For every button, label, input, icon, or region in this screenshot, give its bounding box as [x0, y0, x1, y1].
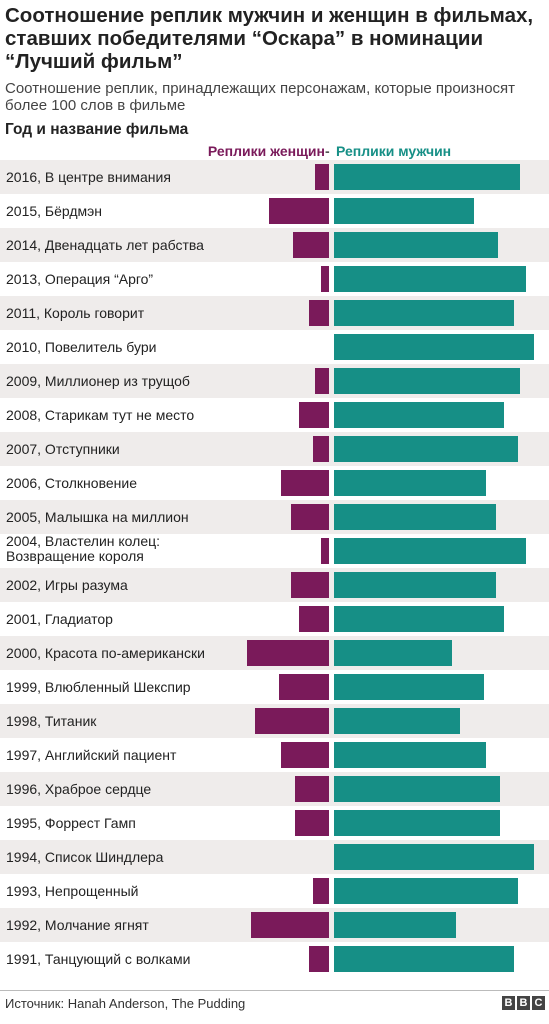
- bar-men: [334, 232, 498, 258]
- category-label: 1997, Английский пациент: [6, 747, 177, 763]
- category-label: 2009, Миллионер из трущоб: [6, 373, 190, 389]
- row-header: Год и название фильма: [5, 121, 189, 138]
- bar-women: [251, 912, 329, 938]
- bar-women: [293, 232, 329, 258]
- bar-men: [334, 334, 534, 360]
- category-label: 1995, Форрест Гамп: [6, 815, 136, 831]
- category-label: 2007, Отступники: [6, 441, 120, 457]
- category-label: 2010, Повелитель бури: [6, 339, 156, 355]
- bar-men: [334, 164, 520, 190]
- bar-women: [279, 674, 329, 700]
- bar-women: [321, 266, 329, 292]
- category-label: 1993, Непрощенный: [6, 883, 138, 899]
- diverging-bar-chart: 2016, В центре внимания 2015, Бёрдмэн 2014…: [0, 160, 549, 972]
- bar-women: [315, 368, 329, 394]
- bar-men: [334, 878, 518, 904]
- category-label: 2001, Гладиатор: [6, 611, 113, 627]
- legend-separator: -: [325, 143, 330, 159]
- chart-title: Соотношение реплик мужчин и женщин в фил…: [5, 4, 534, 73]
- bar-men: [334, 266, 526, 292]
- category-label: 2004, Властелин колец: Возвращение короля: [6, 533, 160, 564]
- bar-men: [334, 538, 526, 564]
- legend-women: Реплики женщин: [207, 143, 325, 159]
- bar-women: [291, 504, 329, 530]
- bar-women: [313, 436, 329, 462]
- footer-divider: [0, 990, 549, 991]
- category-label: 2014, Двенадцать лет рабства: [6, 237, 204, 253]
- category-label: 2000, Красота по-американски: [6, 645, 205, 661]
- bar-men: [334, 640, 452, 666]
- category-label: 1994, Список Шиндлера: [6, 849, 164, 865]
- bar-women: [247, 640, 329, 666]
- logo-letter: B: [517, 996, 530, 1010]
- bar-women: [269, 198, 329, 224]
- bar-men: [334, 912, 456, 938]
- category-label: 1992, Молчание ягнят: [6, 917, 149, 933]
- bar-women: [309, 946, 329, 972]
- bar-men: [334, 368, 520, 394]
- legend: Реплики женщин - Реплики мужчин: [0, 143, 549, 161]
- bar-men: [334, 198, 474, 224]
- logo-letter: B: [502, 996, 515, 1010]
- category-label: 1998, Титаник: [6, 713, 97, 729]
- bbc-logo: B B C: [502, 996, 545, 1010]
- category-label: 1996, Храброе сердце: [6, 781, 151, 797]
- bar-men: [334, 436, 518, 462]
- bar-men: [334, 402, 504, 428]
- chart-subtitle: Соотношение реплик, принадлежащих персон…: [5, 80, 516, 114]
- source-note: Источник: Hanah Anderson, The Pudding: [5, 996, 246, 1011]
- bar-women: [281, 742, 329, 768]
- bar-men: [334, 504, 496, 530]
- bar-women: [291, 572, 329, 598]
- bar-men: [334, 300, 514, 326]
- bar-men: [334, 708, 460, 734]
- bar-men: [334, 844, 534, 870]
- category-label: 2002, Игры разума: [6, 577, 128, 593]
- bar-men: [334, 470, 486, 496]
- bar-women: [315, 164, 329, 190]
- bar-men: [334, 776, 500, 802]
- category-label: 2011, Король говорит: [6, 305, 145, 321]
- category-label: 2016, В центре внимания: [6, 169, 171, 185]
- category-label: 2008, Старикам тут не место: [6, 407, 194, 423]
- bar-women: [295, 776, 329, 802]
- bar-men: [334, 810, 500, 836]
- category-label: 2015, Бёрдмэн: [6, 203, 102, 219]
- bar-men: [334, 572, 496, 598]
- legend-men: Реплики мужчин: [336, 143, 452, 159]
- bar-men: [334, 742, 486, 768]
- category-label: 1999, Влюбленный Шекспир: [6, 679, 191, 695]
- category-label: 2013, Операция “Арго”: [6, 271, 153, 287]
- category-label: 2006, Столкновение: [6, 475, 137, 491]
- logo-letter: C: [532, 996, 545, 1010]
- category-label: 2005, Малышка на миллион: [6, 509, 189, 525]
- bar-men: [334, 946, 514, 972]
- bar-women: [321, 538, 329, 564]
- bar-men: [334, 674, 484, 700]
- bar-women: [309, 300, 329, 326]
- bar-women: [295, 810, 329, 836]
- bar-women: [255, 708, 329, 734]
- category-label: 1991, Танцующий с волками: [6, 951, 190, 967]
- bar-women: [313, 878, 329, 904]
- bar-men: [334, 606, 504, 632]
- bar-women: [281, 470, 329, 496]
- bar-women: [299, 606, 329, 632]
- bar-women: [299, 402, 329, 428]
